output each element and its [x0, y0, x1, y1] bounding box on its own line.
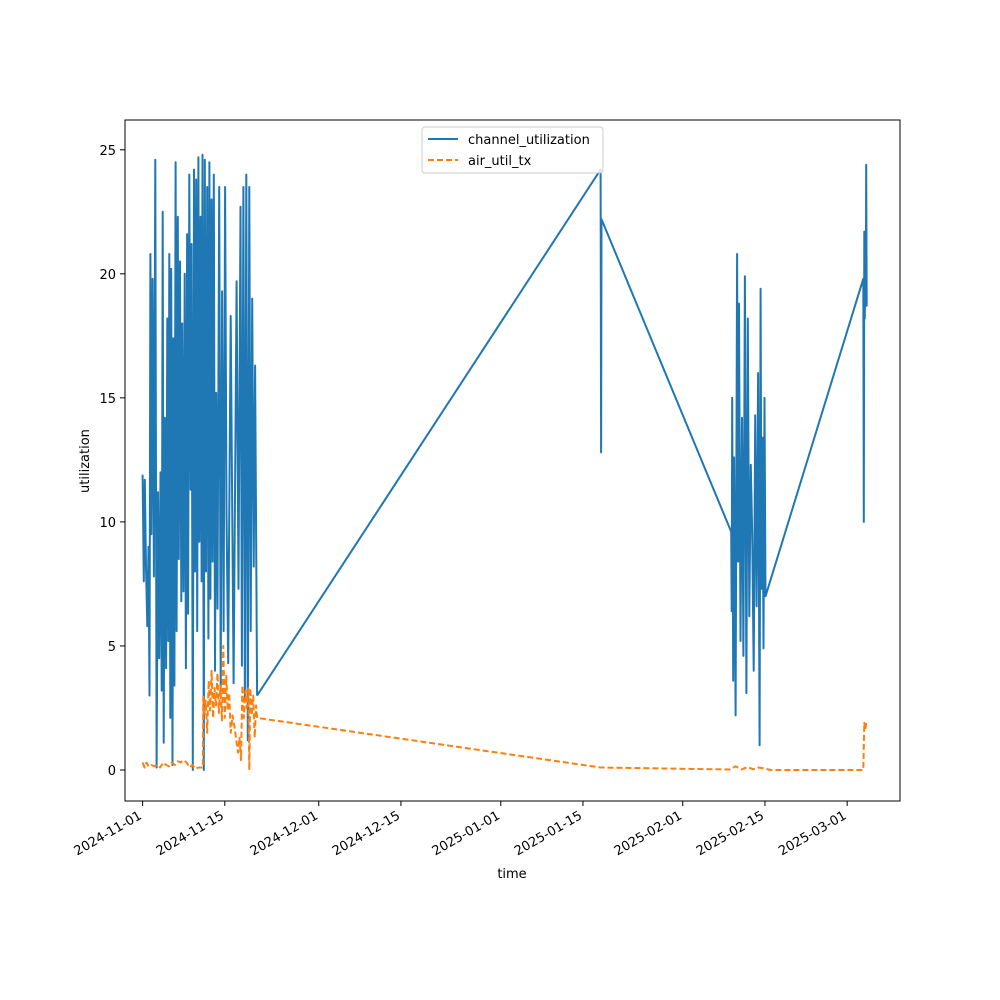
y-tick-label: 20 — [99, 268, 116, 283]
y-tick-label: 15 — [99, 392, 116, 407]
series-layer — [141, 153, 868, 771]
legend: channel_utilization air_util_tx — [421, 126, 604, 174]
series-line-air-util-tx-2 — [141, 644, 868, 771]
y-tick-label: 25 — [99, 144, 116, 159]
series-line-channel-utilization-1 — [256, 163, 868, 747]
x-axis-title: time — [497, 867, 526, 882]
legend-box — [421, 126, 604, 174]
y-axis-title: utilization — [78, 429, 93, 493]
legend-label-channel-utilization: channel_utilization — [468, 133, 590, 148]
y-tick-label: 0 — [108, 764, 116, 779]
legend-label-air-util-tx: air_util_tx — [468, 154, 532, 169]
series-line-channel-utilization-0 — [141, 153, 259, 771]
y-tick-label: 10 — [99, 516, 116, 531]
y-tick-label: 5 — [108, 640, 116, 655]
plot-frame — [124, 119, 901, 802]
y-axis: 0 5 10 15 20 25 — [99, 144, 125, 779]
